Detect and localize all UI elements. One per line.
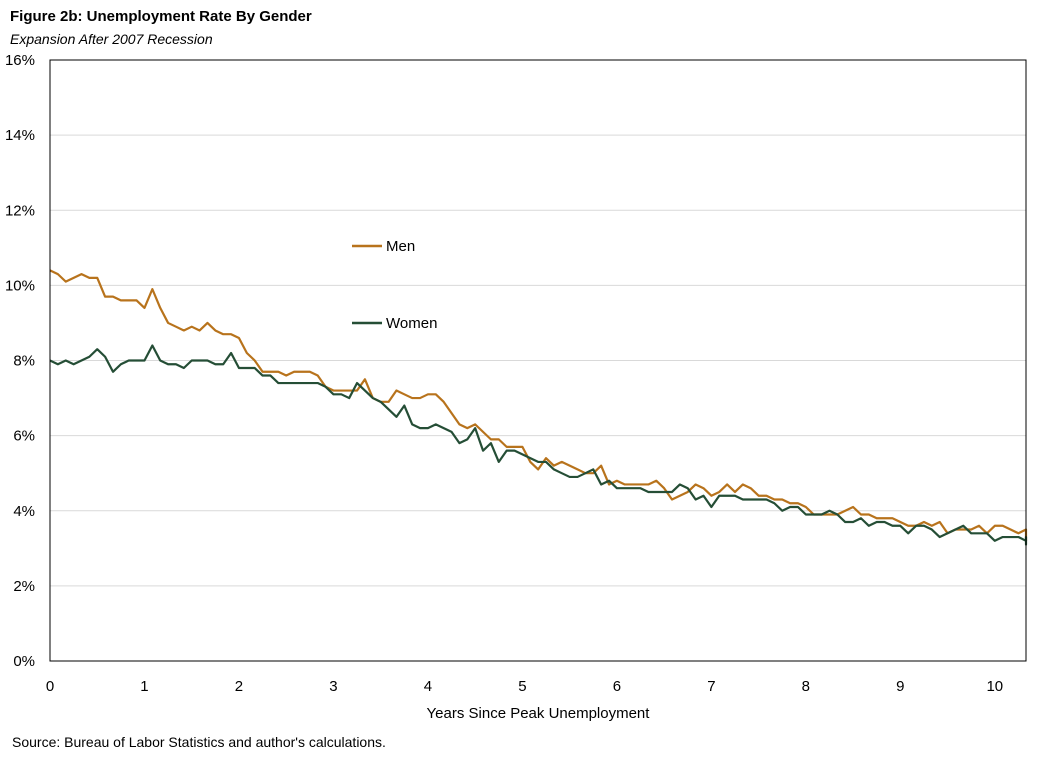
plot-frame [49,59,1027,662]
y-axis: 0% 2% 4% 6% 8% 10% 12% 14% 16% [5,52,35,670]
series-line-men [49,269,1028,542]
chart-subtitle: Expansion After 2007 Recession [10,31,213,47]
x-tick-label: 6 [613,678,621,695]
legend-label-women: Women [386,315,437,332]
x-axis-label: Years Since Peak Unemployment [427,705,651,722]
x-tick-label: 2 [235,678,243,695]
y-tick-label: 6% [13,428,35,445]
y-tick-label: 14% [5,127,35,144]
gridlines [50,134,1026,587]
y-tick-label: 0% [13,653,35,670]
y-tick-label: 2% [13,578,35,595]
x-tick-label: 10 [986,678,1003,695]
source-note: Source: Bureau of Labor Statistics and a… [12,734,386,750]
series-line-women [49,344,1028,546]
legend: Men Women [352,238,437,332]
y-tick-label: 4% [13,503,35,520]
y-tick-label: 8% [13,353,35,370]
chart-title: Figure 2b: Unemployment Rate By Gender [10,8,312,25]
x-axis: 0 1 2 3 4 5 6 7 8 9 10 [46,678,1003,695]
y-tick-label: 16% [5,52,35,69]
series-lines [49,269,1028,546]
x-tick-label: 7 [707,678,715,695]
y-tick-label: 10% [5,277,35,294]
x-tick-label: 8 [802,678,810,695]
x-tick-label: 4 [424,678,432,695]
x-tick-label: 3 [329,678,337,695]
x-tick-label: 1 [140,678,148,695]
x-tick-label: 0 [46,678,54,695]
x-tick-label: 9 [896,678,904,695]
legend-label-men: Men [386,238,415,255]
x-tick-label: 5 [518,678,526,695]
y-tick-label: 12% [5,202,35,219]
